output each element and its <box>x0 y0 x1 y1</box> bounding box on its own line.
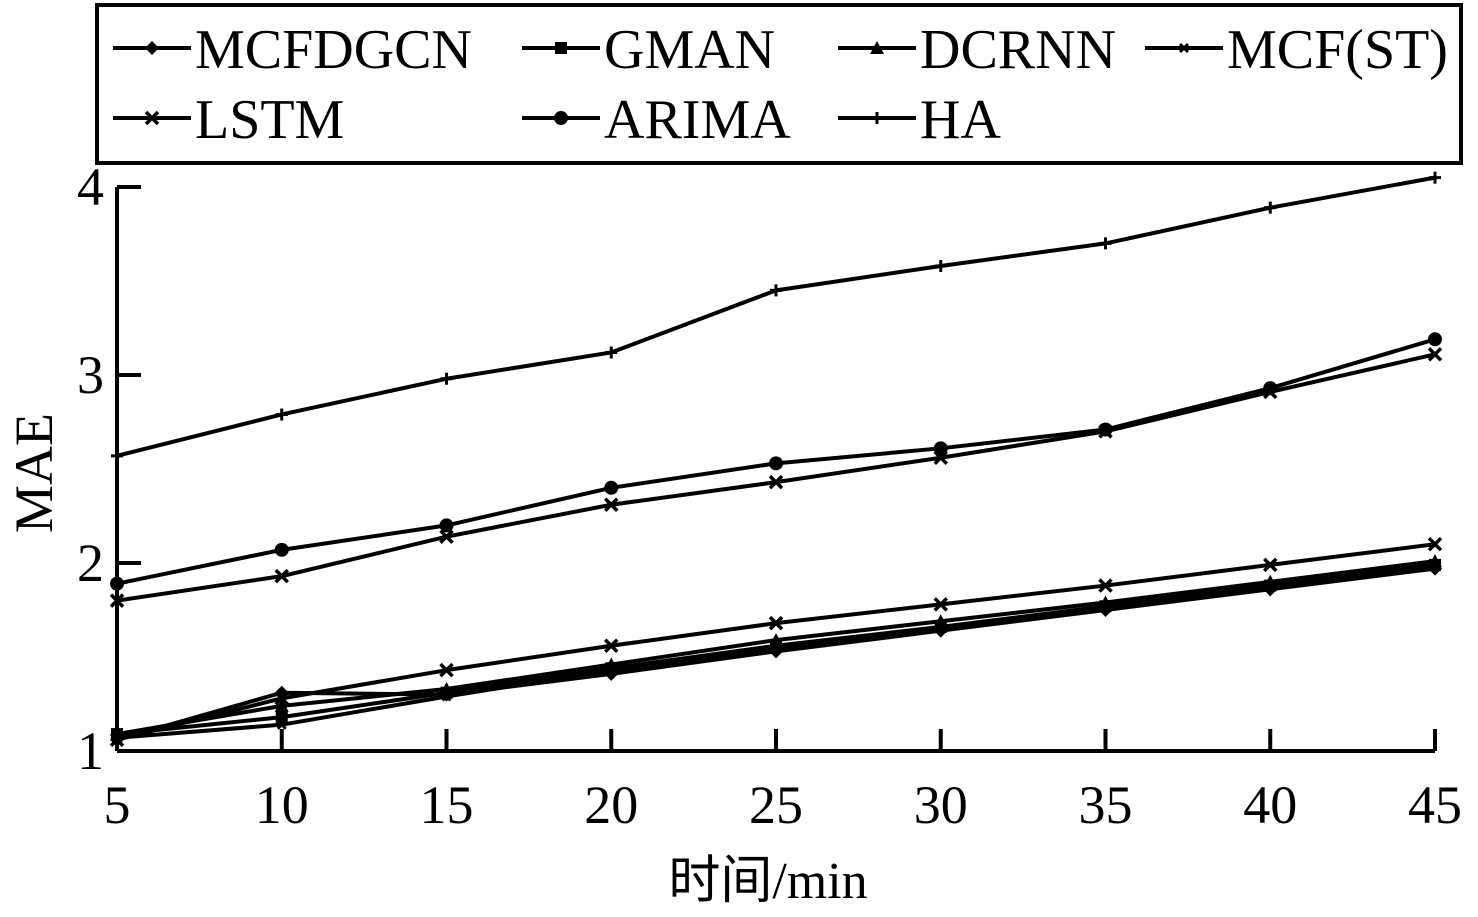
data-point <box>935 623 946 634</box>
x-tick-label: 45 <box>1408 775 1462 835</box>
data-point <box>439 681 454 695</box>
legend-marker <box>871 112 883 124</box>
series-layer <box>109 171 1443 747</box>
series <box>109 536 1443 747</box>
data-point <box>439 529 454 544</box>
data-point <box>933 450 948 465</box>
y-tick-label: 1 <box>77 721 104 781</box>
legend-marker <box>1178 42 1190 54</box>
data-point <box>604 638 619 653</box>
data-point <box>274 698 289 712</box>
data-point <box>110 576 124 591</box>
legend-label: MCF(ST) <box>1227 19 1448 81</box>
legend-item: DCRNN <box>838 19 1116 81</box>
data-point <box>933 597 948 612</box>
x-tick-label: 25 <box>749 775 803 835</box>
data-point <box>1263 557 1278 573</box>
series <box>110 332 1442 591</box>
legend-marker <box>144 110 160 126</box>
data-point <box>769 456 783 471</box>
legend-label: MCFDGCN <box>195 19 472 81</box>
data-point <box>109 593 125 608</box>
data-point <box>441 691 452 702</box>
legend-label: LSTM <box>195 89 344 151</box>
y-axis-label: MAE <box>4 413 64 533</box>
series <box>109 347 1443 608</box>
legend-marker <box>870 41 884 54</box>
data-point <box>275 408 288 421</box>
x-tick-label: 40 <box>1243 775 1297 835</box>
data-point <box>770 284 782 297</box>
data-point <box>770 642 782 653</box>
x-tick-label: 10 <box>255 775 309 835</box>
legend-item: MCF(ST) <box>1145 19 1448 81</box>
data-point <box>276 719 287 730</box>
data-point <box>768 615 784 631</box>
data-point <box>1263 384 1278 400</box>
legend-marker <box>554 111 568 125</box>
data-point <box>274 691 289 706</box>
axes: 5 10 15 20 25 30 35 40 45 1 2 3 4 <box>77 157 1462 835</box>
data-point <box>1427 347 1443 362</box>
x-tick-label: 5 <box>104 775 131 835</box>
data-point <box>1429 559 1441 570</box>
data-point <box>934 259 947 272</box>
x-tick-label: 15 <box>420 775 474 835</box>
data-point <box>439 662 454 678</box>
data-point <box>274 568 289 584</box>
series-line <box>116 175 1436 458</box>
legend: MCFDGCN GMAN DCRNN MCF(ST) LSTM ARIMA HA <box>113 19 1448 151</box>
data-point <box>1429 171 1441 184</box>
legend-label: ARIMA <box>604 89 791 151</box>
data-point <box>111 449 123 462</box>
series <box>111 171 1441 462</box>
legend-marker <box>555 42 567 54</box>
x-tick-label: 20 <box>584 775 638 835</box>
y-tick-label: 4 <box>77 157 104 217</box>
data-point <box>605 346 618 359</box>
series-line <box>116 352 1436 603</box>
data-point <box>1100 603 1111 614</box>
legend-item: MCFDGCN <box>113 19 472 81</box>
data-point <box>604 497 619 512</box>
data-point <box>109 732 125 747</box>
legend-label: GMAN <box>604 19 775 81</box>
legend-item: ARIMA <box>522 89 791 151</box>
data-point <box>1265 582 1276 593</box>
data-point <box>1427 536 1443 552</box>
data-point <box>933 614 948 628</box>
data-point <box>440 372 453 385</box>
data-point <box>769 633 783 647</box>
data-point <box>1099 237 1112 250</box>
data-point <box>1098 578 1113 593</box>
legend-item: LSTM <box>113 89 344 151</box>
data-point <box>606 665 617 676</box>
legend-label: HA <box>920 89 1001 151</box>
x-tick-label: 30 <box>914 775 968 835</box>
x-axis-label: 时间/min <box>668 853 867 910</box>
data-point <box>768 474 784 490</box>
legend-item: GMAN <box>522 19 775 81</box>
data-point <box>604 480 619 495</box>
legend-label: DCRNN <box>920 19 1116 81</box>
data-point <box>439 518 454 533</box>
y-tick-label: 3 <box>77 345 104 405</box>
x-tick-label: 35 <box>1079 775 1133 835</box>
data-point <box>1098 424 1113 439</box>
data-point <box>1264 201 1277 214</box>
legend-marker <box>145 41 159 55</box>
data-point <box>274 542 289 557</box>
legend-item: HA <box>838 89 1001 151</box>
y-tick-label: 2 <box>77 533 104 593</box>
legend-box <box>95 3 1463 165</box>
data-point <box>1428 332 1442 347</box>
